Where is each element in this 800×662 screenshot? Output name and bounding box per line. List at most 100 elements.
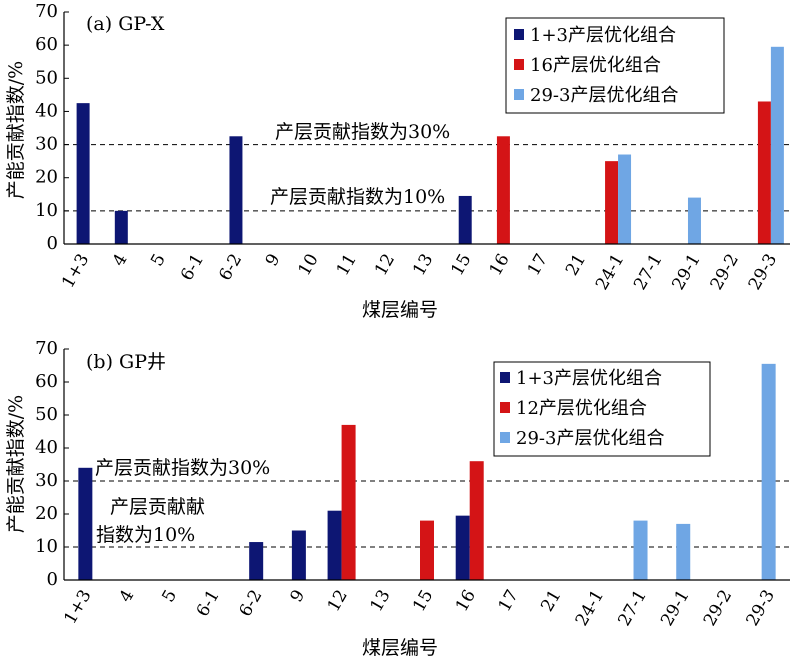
panel-a-bar-s3-29-1 bbox=[687, 197, 701, 244]
panel-b-ytick-label-30: 30 bbox=[35, 470, 58, 491]
panel-a-ylabel: 产能贡献指数/% bbox=[5, 61, 27, 199]
panel-b-xtick-label-5: 5 bbox=[158, 587, 181, 606]
panel-a-xtick-label-11: 11 bbox=[333, 251, 361, 280]
panel-a-xtick-label-6-2: 6-2 bbox=[215, 251, 246, 285]
panel-b-xtick-label-13: 13 bbox=[366, 587, 394, 616]
panel-b-ytick-label-60: 60 bbox=[35, 371, 58, 392]
panel-a-xtick-label-4: 4 bbox=[109, 251, 132, 270]
panel-a-xtick-label-13: 13 bbox=[409, 251, 437, 280]
panel-b: (b) GP井 产能贡献指数/% 煤层编号 产层贡献指数为30% 产层贡献献 指… bbox=[5, 338, 790, 659]
panel-b-legend-label-3: 29-3产层优化组合 bbox=[516, 428, 664, 449]
panel-a-legend-label-1: 1+3产层优化组合 bbox=[530, 25, 676, 46]
panel-b-ylabel: 产能贡献指数/% bbox=[5, 395, 27, 533]
panel-a-ref10-label: 产层贡献指数为10% bbox=[270, 186, 445, 208]
panel-a-xtick-label-10: 10 bbox=[295, 251, 323, 280]
panel-a-xtick-label-21: 21 bbox=[562, 251, 590, 280]
panel-a-xtick-label-29-2: 29-2 bbox=[707, 251, 743, 294]
panel-b-legend-swatch-2 bbox=[500, 402, 510, 413]
panel-b-ref30-label: 产层贡献指数为30% bbox=[95, 457, 270, 479]
panel-b-legend-swatch-3 bbox=[500, 432, 510, 443]
panel-b-legend-label-2: 12产层优化组合 bbox=[516, 398, 647, 419]
panel-a-xtick-label-29-3: 29-3 bbox=[745, 251, 781, 294]
panel-b-ytick-label-70: 70 bbox=[35, 338, 58, 359]
panel-b-title: (b) GP井 bbox=[86, 351, 166, 373]
panel-a-bar-s3-24-1 bbox=[618, 154, 632, 244]
panel-b-xtick-label-29-1: 29-1 bbox=[657, 587, 693, 630]
panel-b-xtick-label-4: 4 bbox=[116, 587, 139, 606]
panel-a-xtick-label-12: 12 bbox=[371, 251, 399, 280]
panel-a-xtick-label-27-1: 27-1 bbox=[630, 251, 666, 294]
panel-b-bar-s1-16 bbox=[455, 515, 470, 580]
panel-b-ytick-label-0: 0 bbox=[47, 569, 58, 590]
panel-a-ytick-label-0: 0 bbox=[47, 233, 58, 254]
panel-a-ytick-label-10: 10 bbox=[35, 200, 58, 221]
panel-a-xtick-label-5: 5 bbox=[147, 251, 170, 270]
panel-a-xtick-label-17: 17 bbox=[524, 251, 552, 280]
panel-b-xtick-label-16: 16 bbox=[452, 587, 480, 616]
panel-b-bar-s1-9 bbox=[291, 530, 306, 580]
panel-a-legend-swatch-2 bbox=[514, 59, 524, 70]
panel-b-ref10-label-line2: 指数为10% bbox=[96, 524, 195, 546]
panel-b-xtick-label-24-1: 24-1 bbox=[572, 587, 608, 630]
panel-a-xtick-label-29-1: 29-1 bbox=[668, 251, 704, 294]
panel-b-xtick-label-15: 15 bbox=[409, 587, 437, 616]
panel-b-ytick-label-40: 40 bbox=[35, 437, 58, 458]
panel-b-bar-s2-16 bbox=[469, 461, 484, 580]
panel-a-legend-label-3: 29-3产层优化组合 bbox=[530, 85, 678, 106]
panel-b-xtick-label-12: 12 bbox=[324, 587, 352, 616]
panel-a-title: (a) GP-X bbox=[86, 13, 165, 35]
panel-a-ytick-label-70: 70 bbox=[35, 1, 58, 22]
panel-a-bar-s2-29-3 bbox=[757, 101, 771, 244]
panel-a-bar-s3-29-3 bbox=[770, 46, 784, 244]
panel-a-bar-s1-15 bbox=[458, 195, 472, 244]
panel-b-xtick-label-17: 17 bbox=[495, 587, 523, 616]
panel-b-xtick-label-21: 21 bbox=[537, 587, 565, 616]
panel-b-xtick-label-6-1: 6-1 bbox=[193, 587, 224, 621]
panel-b-xlabel: 煤层编号 bbox=[362, 637, 438, 659]
panel-a-bar-s2-16 bbox=[496, 136, 510, 244]
panel-a-xtick-label-16: 16 bbox=[486, 250, 514, 279]
panel-a-ytick-label-60: 60 bbox=[35, 34, 58, 55]
panel-b-ytick-label-10: 10 bbox=[35, 536, 58, 557]
panel-a-xtick-label-6-1: 6-1 bbox=[177, 251, 208, 285]
panel-a-ytick-label-50: 50 bbox=[35, 67, 58, 88]
panel-b-legend-label-1: 1+3产层优化组合 bbox=[516, 368, 662, 389]
panel-b-xtick-label-29-3: 29-3 bbox=[743, 587, 779, 630]
panel-a-bar-s1-4 bbox=[114, 210, 128, 244]
panel-b-ytick-label-50: 50 bbox=[35, 404, 58, 425]
panel-a-ytick-label-40: 40 bbox=[35, 100, 58, 121]
panel-b-xtick-label-29-2: 29-2 bbox=[700, 587, 736, 630]
panel-b-legend-swatch-1 bbox=[500, 372, 510, 383]
panel-b-bar-s2-15 bbox=[420, 520, 434, 580]
panel-a-legend-label-2: 16产层优化组合 bbox=[530, 55, 661, 76]
panel-a-bar-s1-1+3 bbox=[76, 103, 90, 245]
panel-b-bar-s1-12 bbox=[327, 510, 342, 580]
panel-b-ref10-label-line1: 产层贡献献 bbox=[110, 496, 205, 518]
panel-b-xtick-label-1+3: 1+3 bbox=[60, 587, 95, 628]
panel-a-legend-swatch-3 bbox=[514, 89, 524, 100]
panel-b-bar-s2-12 bbox=[341, 424, 356, 580]
panel-a-ytick-label-20: 20 bbox=[35, 167, 58, 188]
panel-b-bar-s3-27-1 bbox=[633, 520, 648, 580]
panel-a-xtick-label-9: 9 bbox=[262, 251, 285, 270]
panel-b-xtick-label-27-1: 27-1 bbox=[614, 587, 650, 630]
panel-b-bar-s1-1+3 bbox=[78, 467, 93, 580]
panel-a-bar-s1-6-2 bbox=[229, 136, 243, 244]
panel-a-ytick-label-30: 30 bbox=[35, 134, 58, 155]
panel-a-xtick-label-24-1: 24-1 bbox=[592, 251, 628, 294]
panel-a-bar-s2-24-1 bbox=[605, 161, 619, 244]
panel-b-bar-s3-29-1 bbox=[676, 523, 691, 580]
panel-a-xlabel: 煤层编号 bbox=[362, 299, 438, 321]
panel-b-ytick-label-20: 20 bbox=[35, 503, 58, 524]
panel-a: (a) GP-X 产能贡献指数/% 煤层编号 产层贡献指数为30% 产层贡献指数… bbox=[5, 1, 790, 321]
panel-a-ref30-label: 产层贡献指数为30% bbox=[275, 121, 450, 143]
panel-b-bar-s1-6-2 bbox=[249, 542, 264, 580]
panel-b-bar-s3-29-3 bbox=[761, 363, 776, 580]
panel-b-xtick-label-6-2: 6-2 bbox=[235, 587, 266, 621]
panel-b-xtick-label-9: 9 bbox=[286, 587, 309, 606]
panel-a-xtick-label-1+3: 1+3 bbox=[58, 251, 93, 292]
panel-a-legend-swatch-1 bbox=[514, 29, 524, 40]
panel-a-xtick-label-15: 15 bbox=[447, 251, 475, 280]
panel-a-legend bbox=[505, 17, 725, 114]
